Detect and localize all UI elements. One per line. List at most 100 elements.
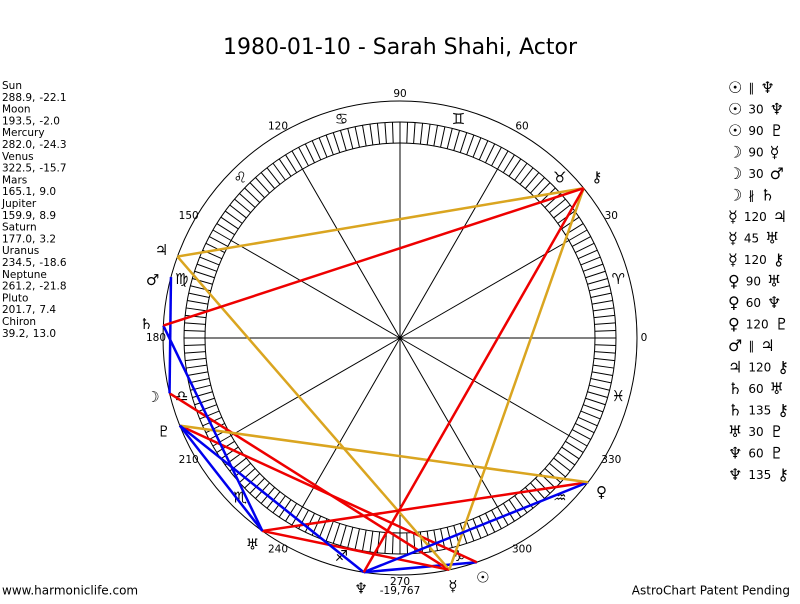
aspect-to: ⚷ (777, 357, 789, 376)
band-tick (188, 292, 210, 298)
planet-name: Saturn (2, 222, 37, 234)
planet-name: Neptune (2, 269, 47, 281)
band-tick (591, 371, 613, 377)
longitude: 159.9, (2, 210, 35, 222)
band-tick (347, 128, 354, 149)
aspect-line (448, 187, 585, 571)
aspect-line (262, 529, 450, 572)
aspect-type: 90 (748, 124, 763, 138)
planet-glyph: ♄ (140, 315, 153, 333)
aspect-from: ♃ (728, 357, 742, 376)
outer-circle (162, 100, 638, 576)
band-tick (194, 397, 215, 406)
band-tick (577, 249, 598, 260)
band-tick (593, 307, 614, 312)
planet-name: Sun (2, 80, 22, 92)
spoke (230, 337, 401, 436)
band-tick (565, 440, 584, 453)
aspect-entry: ☉ 90 ♇ (728, 121, 784, 140)
band-tick (446, 128, 453, 149)
planet-name: Mercury (2, 127, 45, 139)
band-tick (497, 150, 509, 170)
band-tick (244, 473, 261, 489)
band-tick (354, 126, 360, 148)
aspect-type: ∥ (748, 339, 754, 353)
band-tick (239, 193, 256, 208)
band-tick (549, 462, 566, 478)
sign-glyph: ♌ (233, 169, 246, 187)
band-tick (593, 314, 615, 319)
band-tick (311, 140, 322, 161)
planet-glyph: ☽ (146, 388, 159, 406)
band-tick (220, 216, 239, 230)
planet-glyph: ☿ (448, 577, 457, 595)
spoke (399, 337, 570, 436)
planet-position: 193.5, -2.0 (2, 115, 60, 127)
band-tick (192, 277, 213, 285)
longitude: 288.9, (2, 92, 35, 104)
band-tick (440, 528, 446, 550)
aspect-entry: ♀ 120 ♇ (728, 314, 789, 333)
declination: 13.0 (33, 328, 56, 340)
aspect-to: ♂ (770, 164, 784, 183)
aspect-to: ☿ (770, 142, 780, 161)
band-tick (413, 122, 416, 144)
band-tick (535, 477, 551, 494)
aspect-type: 120 (748, 360, 771, 374)
band-tick (571, 429, 591, 440)
band-tick (585, 397, 606, 406)
band-tick (557, 452, 576, 466)
band-tick (561, 446, 580, 460)
aspect-entry: ☉ 30 ♆ (728, 99, 784, 118)
planet-glyph: ⚷ (591, 168, 602, 186)
aspect-type: ∥ (748, 81, 754, 95)
band-tick (278, 158, 292, 177)
aspect-to: ♇ (770, 422, 784, 441)
band-tick (575, 242, 595, 253)
declination: -2.0 (39, 115, 60, 127)
planet-name: Moon (2, 104, 31, 116)
aspect-from: ☉ (728, 121, 742, 140)
band-tick (553, 204, 571, 219)
aspect-entry: ☿ 45 ♅ (728, 228, 779, 247)
aspect-from: ☽ (728, 185, 742, 204)
planet-glyph: ♂ (146, 271, 159, 289)
longitude: 201.7, (2, 304, 35, 316)
band-tick (188, 378, 210, 384)
band-tick (361, 125, 367, 147)
aspect-from: ♂ (728, 336, 742, 355)
band-tick (594, 329, 616, 332)
band-tick (580, 256, 601, 266)
aspect-entry: ☉ ∥ ♆ (728, 78, 775, 97)
sign-glyph: ♉ (553, 169, 566, 187)
aspect-type: 45 (744, 231, 759, 245)
aspect-entry: ♀ 90 ♅ (728, 271, 781, 290)
band-tick (594, 344, 616, 347)
planet-name: Jupiter (1, 198, 37, 210)
aspect-entry: ☽ 30 ♂ (728, 164, 784, 183)
band-tick (514, 162, 528, 181)
band-tick (575, 423, 595, 434)
band-tick (485, 143, 496, 163)
aspect-from: ☉ (728, 78, 742, 97)
band-tick (530, 177, 545, 194)
aspect-entry: ♄ 60 ♅ (728, 379, 784, 398)
aspect-from: ☽ (728, 164, 742, 183)
band-tick (585, 270, 606, 279)
degree-label: 210 (179, 454, 199, 466)
band-tick (583, 263, 604, 272)
band-tick (332, 132, 341, 153)
band-tick (212, 435, 232, 447)
band-tick (185, 357, 207, 362)
planet-position: 288.9, -22.1 (2, 92, 67, 104)
band-tick (199, 256, 220, 266)
declination: 3.2 (39, 233, 56, 245)
degree-label: 270 (390, 576, 410, 588)
planet-name: Pluto (2, 292, 28, 304)
aspect-line (363, 560, 477, 574)
aspect-entry: ♄ 135 ⚷ (728, 400, 789, 419)
band-tick (291, 150, 303, 170)
band-tick (590, 378, 612, 384)
band-tick (577, 416, 598, 427)
